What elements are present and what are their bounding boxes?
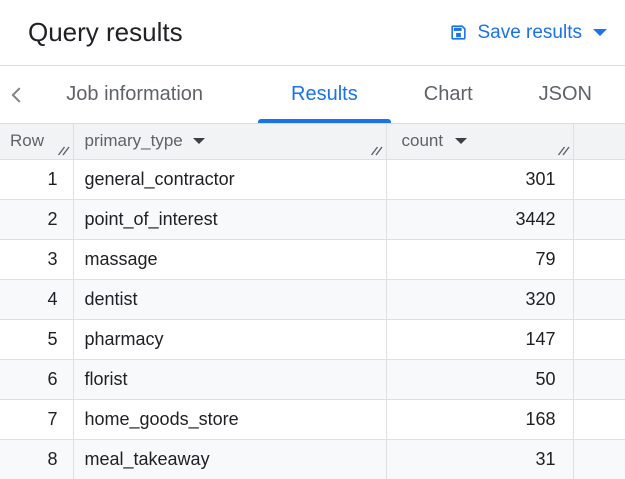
trailing-cell: [573, 159, 625, 200]
table-row: 2 point_of_interest 3442: [0, 199, 625, 240]
results-table: Row primary_type: [0, 124, 625, 479]
row-number-cell: 1: [0, 159, 74, 200]
save-results-button[interactable]: Save results: [449, 22, 607, 44]
trailing-cell: [573, 319, 625, 360]
column-label: Row: [10, 131, 45, 151]
row-number-cell: 5: [0, 319, 74, 360]
table-row: 5 pharmacy 147: [0, 319, 625, 360]
chevron-left-icon: [6, 84, 28, 106]
primary-type-cell: pharmacy: [73, 319, 387, 360]
page-title: Query results: [28, 17, 183, 47]
trailing-cell: [573, 359, 625, 400]
column-label: primary_type: [84, 131, 183, 151]
count-cell: 50: [386, 359, 574, 400]
count-cell: 3442: [386, 199, 574, 240]
tab-job-information[interactable]: Job information: [33, 66, 236, 123]
save-results-label: Save results: [477, 21, 582, 43]
row-number-cell: 7: [0, 399, 74, 440]
tab-label: JSON: [538, 83, 592, 105]
trailing-cell: [573, 399, 625, 440]
panel-header: Query results Save results: [0, 0, 625, 66]
column-resize-icon[interactable]: [557, 144, 570, 156]
row-number-cell: 4: [0, 279, 74, 320]
caret-down-icon[interactable]: [455, 138, 468, 145]
table-row: 8 meal_takeaway 31: [0, 439, 625, 479]
table-row: 4 dentist 320: [0, 279, 625, 320]
tab-bar: Job information Results Chart JSON: [0, 66, 625, 124]
trailing-cell: [573, 439, 625, 479]
primary-type-cell: meal_takeaway: [73, 439, 387, 479]
count-cell: 147: [386, 319, 574, 360]
trailing-cell: [573, 199, 625, 240]
caret-down-icon: [593, 29, 607, 36]
table-header: Row primary_type: [0, 124, 625, 160]
back-button[interactable]: [0, 66, 33, 123]
column-header-primary-type: primary_type: [73, 124, 387, 160]
tab-chart[interactable]: Chart: [391, 66, 506, 123]
count-cell: 320: [386, 279, 574, 320]
primary-type-cell: massage: [73, 239, 387, 280]
save-icon: [449, 23, 468, 42]
primary-type-cell: florist: [73, 359, 387, 400]
tab-results[interactable]: Results: [258, 66, 391, 123]
table-row: 6 florist 50: [0, 359, 625, 400]
primary-type-cell: home_goods_store: [73, 399, 387, 440]
row-number-cell: 2: [0, 199, 74, 240]
column-resize-icon[interactable]: [370, 144, 383, 156]
tab-label: Chart: [423, 83, 473, 105]
tab-label: Job information: [66, 83, 204, 105]
table-row: 3 massage 79: [0, 239, 625, 280]
column-header-trailing: [573, 124, 625, 160]
active-tab-underline: [258, 119, 391, 123]
column-resize-icon[interactable]: [57, 144, 70, 156]
trailing-cell: [573, 239, 625, 280]
primary-type-cell: dentist: [73, 279, 387, 320]
column-header-count: count: [386, 124, 574, 160]
table-row: 7 home_goods_store 168: [0, 399, 625, 440]
table-row: 1 general_contractor 301: [0, 159, 625, 200]
primary-type-cell: point_of_interest: [73, 199, 387, 240]
trailing-cell: [573, 279, 625, 320]
row-number-cell: 6: [0, 359, 74, 400]
row-number-cell: 3: [0, 239, 74, 280]
table-body: 1 general_contractor 301 2 point_of_interest…: [0, 159, 625, 479]
count-cell: 301: [386, 159, 574, 200]
caret-down-icon[interactable]: [192, 138, 205, 145]
tab-json[interactable]: JSON: [506, 66, 625, 123]
column-label: count: [401, 131, 444, 151]
column-header-row: Row: [0, 124, 74, 160]
count-cell: 168: [386, 399, 574, 440]
count-cell: 79: [386, 239, 574, 280]
tab-label: Results: [291, 83, 358, 105]
row-number-cell: 8: [0, 439, 74, 479]
count-cell: 31: [386, 439, 574, 479]
primary-type-cell: general_contractor: [73, 159, 387, 200]
